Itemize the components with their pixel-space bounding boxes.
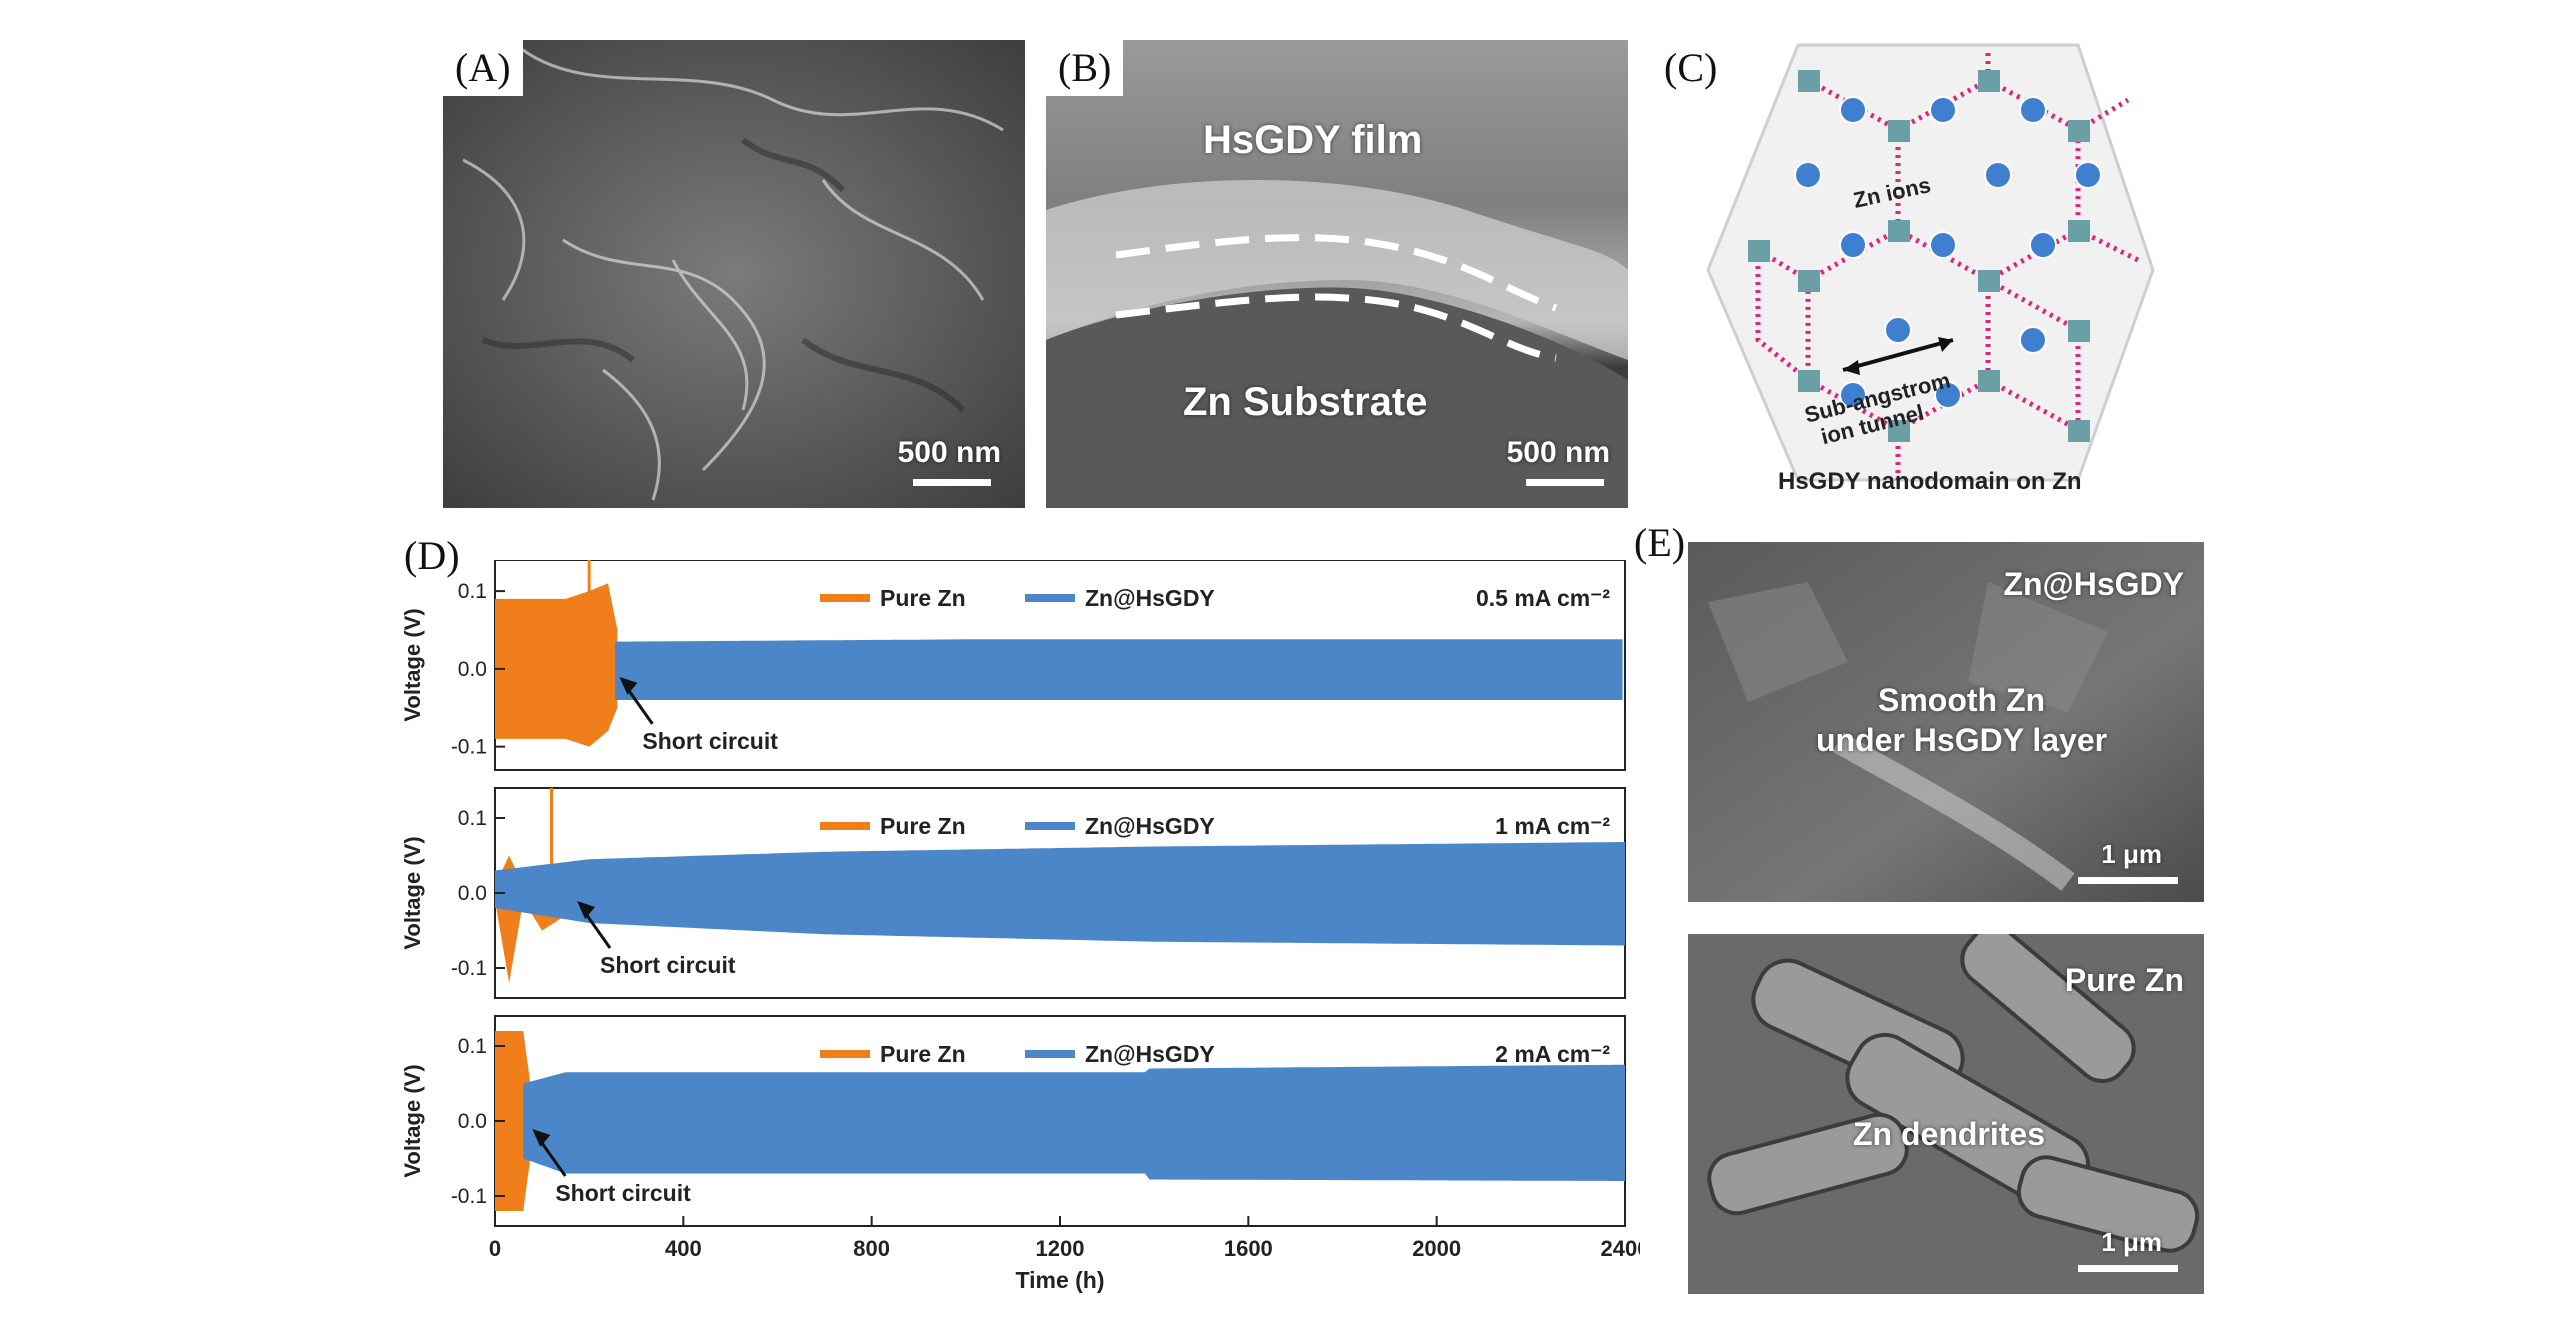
sem-image-e-bottom: Pure Zn Zn dendrites 1 μm bbox=[1688, 934, 2204, 1294]
x-tick-label: 2000 bbox=[1412, 1236, 1461, 1261]
short-circuit-arrowhead bbox=[577, 901, 596, 919]
scale-bar-e-top bbox=[2078, 877, 2178, 884]
short-circuit-arrowhead bbox=[619, 676, 638, 695]
x-tick-label: 800 bbox=[853, 1236, 890, 1261]
short-circuit-label: Short circuit bbox=[642, 728, 778, 754]
interface-dashes bbox=[1115, 234, 1558, 362]
current-density-label: 0.5 mA cm⁻² bbox=[1476, 585, 1610, 611]
panel-label-b: (B) bbox=[1046, 40, 1124, 96]
x-tick-label: 1200 bbox=[1036, 1236, 1085, 1261]
legend-label-zn-hsgdy: Zn@HsGDY bbox=[1085, 1041, 1215, 1067]
short-circuit-label: Short circuit bbox=[555, 1180, 691, 1206]
sem-texture-e-top bbox=[1688, 542, 2204, 902]
y-axis-label: Voltage (V) bbox=[400, 608, 425, 721]
sem-texture-b bbox=[1046, 40, 1628, 508]
y-tick-label: 0.1 bbox=[458, 580, 487, 603]
sem-texture-a bbox=[443, 40, 1025, 508]
e-top-line2: under HsGDY layer bbox=[1816, 722, 2108, 758]
scale-bar-a bbox=[913, 479, 991, 486]
x-tick-label: 400 bbox=[665, 1236, 702, 1261]
sem-image-b: (B) HsGDY film Zn Substrate 500 nm bbox=[1046, 40, 1628, 508]
y-tick-label: 0.0 bbox=[458, 882, 487, 905]
legend-label-zn-hsgdy: Zn@HsGDY bbox=[1085, 585, 1215, 611]
y-tick-label: 0.0 bbox=[458, 658, 487, 681]
e-bottom-title: Pure Zn bbox=[2064, 962, 2184, 998]
substrate-label: Zn Substrate bbox=[1183, 380, 1428, 424]
series-area-zn-hsgdy bbox=[495, 842, 1625, 946]
legend-label-pure-zn: Pure Zn bbox=[880, 585, 966, 611]
panel-label-e: (E) bbox=[1634, 520, 1686, 565]
scale-label-e-bottom: 1 μm bbox=[2101, 1227, 2162, 1257]
y-tick-label: 0.1 bbox=[458, 1035, 487, 1058]
film-label: HsGDY film bbox=[1203, 118, 1423, 162]
sem-texture-e-bottom bbox=[1688, 934, 2204, 1294]
e-bottom-text: Zn dendrites bbox=[1853, 1116, 2046, 1152]
y-axis-label: Voltage (V) bbox=[400, 1064, 425, 1177]
sem-image-a: (A) 500 nm bbox=[443, 40, 1025, 508]
current-density-label: 1 mA cm⁻² bbox=[1495, 813, 1610, 839]
x-tick-label: 1600 bbox=[1224, 1236, 1273, 1261]
legend-label-pure-zn: Pure Zn bbox=[880, 813, 966, 839]
schematic-caption: HsGDY nanodomain on Zn bbox=[1778, 468, 2082, 495]
schematic-c: (C) Zn ions Sub-angstrom ion tunnel HsGD… bbox=[1648, 40, 2208, 508]
scale-bar-e-bottom bbox=[2078, 1265, 2178, 1272]
short-circuit-arrowhead bbox=[532, 1129, 551, 1147]
short-circuit-label: Short circuit bbox=[600, 952, 736, 978]
scale-bar-b bbox=[1526, 479, 1604, 486]
y-tick-label: 0.1 bbox=[458, 807, 487, 830]
panel-label-a: (A) bbox=[443, 40, 523, 96]
scale-label-b: 500 nm bbox=[1506, 436, 1610, 469]
legend-label-zn-hsgdy: Zn@HsGDY bbox=[1085, 813, 1215, 839]
x-tick-label: 0 bbox=[489, 1236, 501, 1261]
y-axis-label: Voltage (V) bbox=[400, 836, 425, 949]
x-axis-label: Time (h) bbox=[1015, 1267, 1104, 1293]
series-area-zn-hsgdy bbox=[615, 639, 1623, 700]
panel-label-c: (C) bbox=[1664, 45, 1718, 90]
y-tick-label: -0.1 bbox=[451, 1185, 487, 1208]
panel-label-d: (D) bbox=[404, 533, 460, 578]
series-area-pure-zn bbox=[495, 583, 618, 747]
series-area-zn-hsgdy bbox=[523, 1064, 1625, 1181]
x-tick-label: 2400 bbox=[1601, 1236, 1640, 1261]
sem-image-e-top: Zn@HsGDY Smooth Zn under HsGDY layer 1 μ… bbox=[1688, 542, 2204, 902]
scale-label-e-top: 1 μm bbox=[2101, 839, 2162, 869]
e-top-title: Zn@HsGDY bbox=[2003, 566, 2184, 602]
legend-label-pure-zn: Pure Zn bbox=[880, 1041, 966, 1067]
voltage-time-chart: -0.1 0.0 0.1 Voltage (V) Pure Zn Zn@HsGDY 0.5 … bbox=[400, 560, 1640, 1293]
scale-label-a: 500 nm bbox=[897, 436, 1001, 469]
y-tick-label: 0.0 bbox=[458, 1110, 487, 1133]
current-density-label: 2 mA cm⁻² bbox=[1495, 1041, 1610, 1067]
e-top-line1: Smooth Zn bbox=[1878, 682, 2046, 718]
y-tick-label: -0.1 bbox=[451, 736, 487, 759]
hexagon-schematic bbox=[1706, 43, 2155, 482]
y-tick-label: -0.1 bbox=[451, 957, 487, 980]
series-area-pure-zn bbox=[495, 1031, 530, 1211]
